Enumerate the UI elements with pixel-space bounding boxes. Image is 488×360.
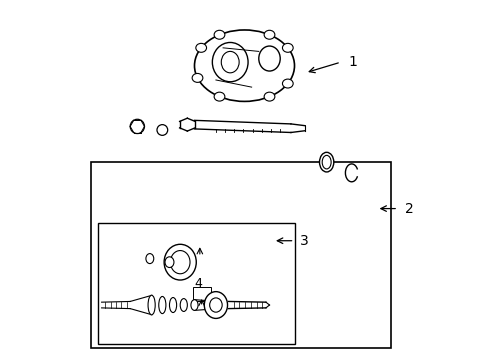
Ellipse shape	[264, 92, 274, 101]
Text: 3: 3	[299, 234, 308, 248]
Ellipse shape	[164, 257, 174, 267]
Ellipse shape	[212, 42, 247, 82]
Ellipse shape	[319, 152, 333, 172]
Bar	[98, 223, 294, 344]
Ellipse shape	[164, 244, 196, 280]
Ellipse shape	[214, 92, 224, 101]
Ellipse shape	[282, 79, 293, 88]
Ellipse shape	[282, 43, 293, 52]
Ellipse shape	[192, 73, 203, 82]
Ellipse shape	[190, 300, 198, 310]
Text: 2: 2	[405, 202, 413, 216]
Ellipse shape	[194, 30, 294, 102]
Ellipse shape	[209, 298, 222, 312]
Ellipse shape	[221, 51, 239, 73]
Ellipse shape	[195, 43, 206, 52]
Ellipse shape	[145, 253, 153, 264]
Ellipse shape	[159, 296, 165, 314]
Ellipse shape	[258, 46, 280, 71]
Ellipse shape	[322, 156, 330, 169]
Ellipse shape	[169, 297, 176, 312]
Ellipse shape	[148, 295, 155, 315]
Ellipse shape	[130, 119, 144, 134]
Ellipse shape	[214, 30, 224, 39]
Text: 4: 4	[194, 277, 202, 290]
Text: 1: 1	[347, 55, 356, 69]
Bar	[192, 287, 210, 301]
Ellipse shape	[180, 298, 187, 311]
Ellipse shape	[204, 292, 227, 319]
Ellipse shape	[157, 125, 167, 135]
Bar	[91, 162, 390, 348]
Ellipse shape	[170, 251, 190, 274]
Ellipse shape	[264, 30, 274, 39]
